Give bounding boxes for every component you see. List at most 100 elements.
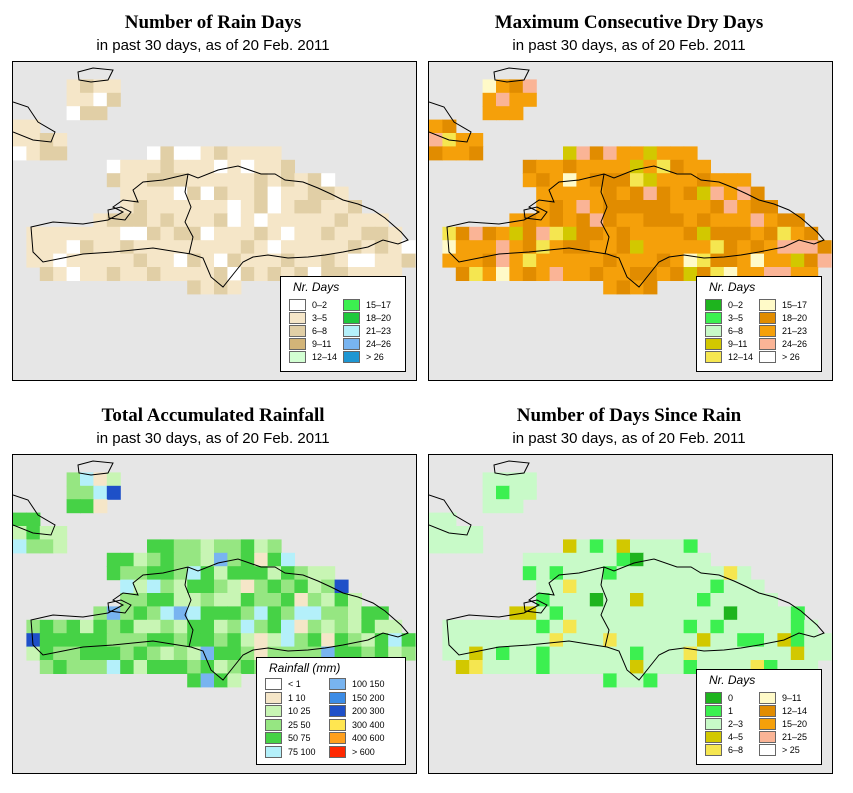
coastline-path [446, 165, 825, 288]
grid-cell [643, 646, 658, 661]
legend-label: < 1 [288, 679, 301, 689]
grid-cell [187, 619, 202, 634]
grid-cell [147, 619, 161, 634]
legend-swatch [705, 692, 722, 704]
grid-cell [133, 646, 148, 661]
coastline-path [429, 101, 472, 143]
grid-cell [173, 186, 188, 201]
grid-cell [307, 579, 322, 594]
grid-cell [750, 593, 765, 607]
grid-cell [227, 539, 242, 554]
grid-cell [790, 646, 805, 661]
grid-cell [160, 159, 175, 174]
legend-title: Nr. Days [293, 280, 340, 294]
grid-cell [630, 226, 644, 241]
grid-cell [429, 146, 443, 161]
grid-cell [240, 200, 255, 214]
grid-cell [764, 619, 778, 634]
grid-cell [697, 213, 711, 228]
grid-cell [603, 146, 618, 161]
grid-cell [160, 253, 175, 268]
grid-cell [603, 539, 618, 554]
grid-cell [401, 240, 416, 255]
grid-cell [93, 619, 108, 634]
grid-cell [817, 633, 832, 648]
grid-cell [683, 200, 698, 214]
grid-cell [106, 485, 121, 500]
grid-cell [187, 186, 202, 201]
grid-cell [374, 606, 389, 621]
map-rainfall: Rainfall (mm) < 1 1 10 10 25 25 50 50 75 75 1… [12, 454, 417, 774]
grid-cell [630, 579, 644, 594]
grid-cell [737, 593, 752, 607]
legend-label: 15–17 [782, 300, 808, 310]
grid-cell [469, 267, 484, 281]
grid-cell [683, 159, 698, 174]
grid-cell [576, 186, 591, 201]
grid-cell [429, 512, 443, 527]
grid-cell [750, 253, 765, 268]
grid-cell [173, 159, 188, 174]
grid-cell [643, 173, 658, 188]
coastline-path [107, 206, 132, 221]
grid-cell [522, 92, 537, 107]
legend-label: 9–11 [312, 339, 332, 349]
grid-cell [750, 579, 765, 594]
grid-cell [254, 579, 269, 594]
legend-label: 200 300 [352, 706, 385, 716]
grid-cell [549, 646, 564, 661]
grid-cell [723, 173, 738, 188]
grid-cell [603, 200, 618, 214]
grid-cell [710, 619, 725, 634]
grid-cell [603, 253, 618, 268]
grid-cell [160, 619, 175, 634]
grid-cell [509, 226, 524, 241]
grid-cell [240, 146, 255, 161]
grid-cell [348, 226, 362, 241]
grid-cell [670, 267, 685, 281]
grid-cell [187, 579, 202, 594]
grid-cell [53, 146, 68, 161]
grid-cell [200, 566, 215, 581]
grid-cell [723, 579, 738, 594]
legend-label: 6–8 [728, 326, 744, 336]
grid-cell [227, 633, 242, 648]
grid-cell [643, 566, 658, 581]
grid-cell [603, 633, 618, 648]
grid-cell [536, 633, 551, 648]
legend-label: 75 100 [288, 746, 316, 757]
grid-cell [549, 159, 564, 174]
grid-cell [670, 579, 685, 594]
grid-cell [630, 539, 644, 554]
grid-cell [455, 526, 470, 540]
grid-cell [334, 619, 349, 634]
grid-cell [200, 173, 215, 188]
legend-swatch [329, 718, 346, 731]
grid-cell [133, 213, 148, 228]
grid-cell [496, 92, 510, 107]
grid-cell [522, 552, 537, 567]
grid-cell [522, 173, 537, 188]
grid-cell [563, 159, 577, 174]
legend-swatch [759, 692, 776, 704]
grid-cell [455, 619, 470, 634]
grid-cell [603, 240, 618, 255]
grid-cell [630, 660, 644, 674]
legend-swatch [759, 299, 776, 311]
grid-cell [267, 552, 282, 567]
grid-cell [563, 240, 577, 255]
grid-cell [321, 226, 336, 241]
grid-cell [334, 213, 349, 228]
grid-cell [133, 593, 148, 607]
grid-cell [737, 240, 752, 255]
grid-cell [549, 213, 564, 228]
grid-cell [589, 253, 604, 268]
grid-cell [13, 539, 27, 554]
coastline-path [446, 558, 825, 681]
grid-cell [26, 226, 41, 241]
grid-cell [643, 146, 658, 161]
grid-cell [187, 660, 202, 674]
grid-cell [361, 253, 376, 268]
coastline-path [77, 460, 114, 476]
grid-cell [173, 539, 188, 554]
